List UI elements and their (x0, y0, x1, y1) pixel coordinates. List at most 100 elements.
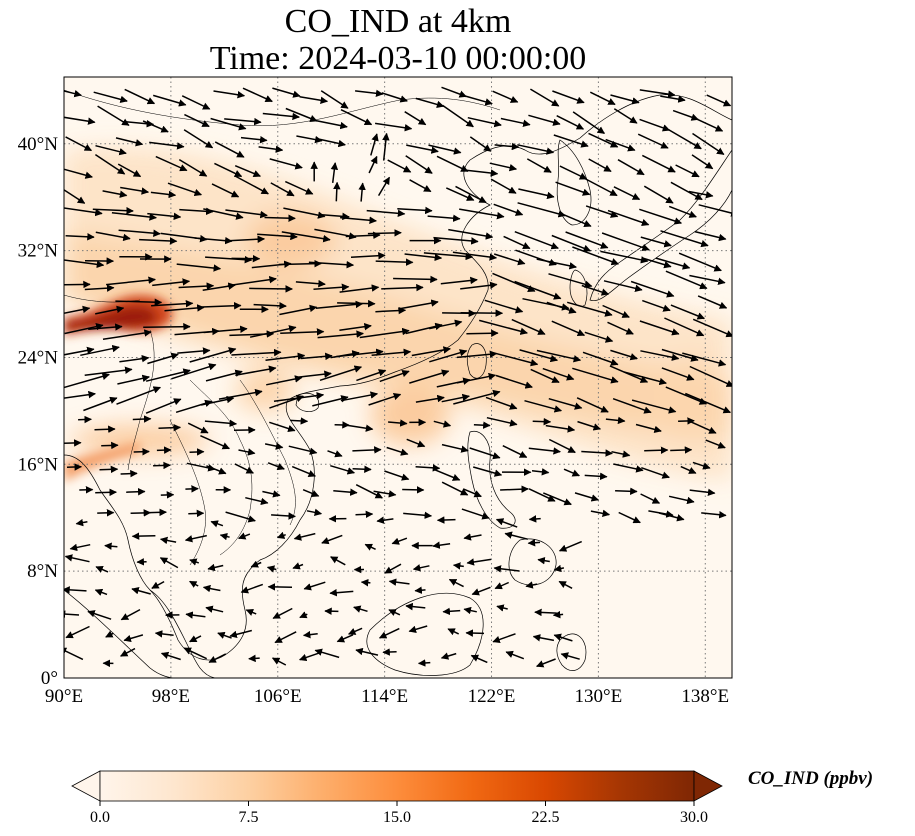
wind-arrow (64, 372, 110, 389)
wind-arrow (88, 323, 123, 331)
wind-arrow (623, 371, 667, 386)
wind-arrow (705, 439, 726, 449)
wind-arrow (266, 565, 277, 573)
wind-arrow (320, 90, 349, 109)
wind-arrow (448, 578, 464, 588)
border-vietnam (239, 379, 296, 526)
wind-arrow (279, 304, 318, 316)
wind-arrow (64, 554, 90, 563)
colorbar-tick-label: 22.5 (532, 809, 560, 826)
wind-arrow (171, 363, 217, 380)
wind-arrow (469, 136, 492, 152)
concentration-field (64, 146, 732, 482)
wind-arrow (479, 319, 528, 335)
wind-arrow (572, 111, 606, 135)
wind-arrow (440, 276, 478, 285)
wind-arrow (415, 97, 445, 109)
wind-arrow (64, 89, 82, 98)
wind-arrow (465, 169, 499, 177)
lon-tick-label: 98°E (152, 686, 190, 707)
wind-arrow (382, 648, 397, 656)
coastline-sulawesi (556, 633, 587, 671)
wind-arrow (528, 114, 561, 126)
wind-arrow (436, 155, 469, 172)
wind-arrow (551, 320, 586, 337)
colorbar: 0.0 7.5 15.0 22.5 30.0 (71, 770, 723, 826)
wind-arrow (330, 464, 356, 475)
wind-arrow (495, 374, 533, 389)
wind-arrow (143, 322, 191, 331)
wind-arrow (340, 391, 379, 402)
wind-arrow (466, 329, 499, 337)
wind-arrow (333, 488, 358, 496)
wind-arrow (373, 490, 397, 498)
wind-arrow (179, 207, 214, 216)
wind-arrow (398, 299, 439, 310)
wind-arrow (405, 602, 426, 611)
wind-arrow (64, 610, 80, 618)
wind-arrow (429, 349, 468, 363)
wind-arrow (117, 163, 142, 178)
wind-arrow (94, 153, 126, 175)
wind-arrow (203, 208, 244, 220)
wind-arrow (317, 330, 364, 339)
wind-arrow (185, 485, 199, 493)
wind-arrow (493, 352, 539, 367)
wind-arrow (555, 181, 591, 196)
wind-arrow (375, 258, 414, 266)
wind-arrow (131, 587, 151, 595)
wind-arrow (588, 132, 619, 148)
wind-arrow (276, 531, 286, 539)
wind-arrow (210, 117, 247, 131)
wind-arrow (601, 232, 650, 252)
wind-arrow (350, 252, 386, 260)
wind-arrow (264, 214, 296, 222)
wind-arrow (553, 633, 573, 642)
wind-arrow (293, 532, 316, 541)
wind-arrow (355, 647, 379, 656)
wind-arrow (528, 515, 541, 523)
wind-arrow (371, 348, 412, 357)
wind-arrow (664, 317, 705, 337)
wind-arrow (355, 484, 383, 499)
wind-arrow (64, 647, 84, 661)
wind-arrow (302, 489, 320, 497)
wind-arrow (290, 417, 309, 425)
wind-arrow (126, 488, 146, 496)
wind-arrow (563, 468, 580, 477)
wind-arrow (269, 421, 296, 433)
wind-arrow (490, 178, 517, 194)
wind-arrow (566, 301, 613, 317)
wind-arrow (302, 630, 318, 639)
wind-arrow (78, 415, 92, 424)
wind-arrow (548, 438, 576, 454)
wind-arrow (156, 446, 172, 454)
wind-arrow (188, 509, 205, 518)
wind-arrow (214, 141, 245, 158)
wind-arrow (469, 447, 501, 460)
wind-arrow (387, 159, 412, 173)
wind-arrow (219, 532, 230, 541)
wind-arrow (145, 508, 167, 517)
wind-arrow (689, 274, 726, 286)
wind-arrow (245, 608, 257, 616)
wind-arrow (697, 295, 728, 309)
wind-arrow (463, 488, 482, 498)
wind-arrow (463, 533, 482, 541)
longitude-tick-labels: 90°E 98°E 106°E 114°E 122°E 130°E 138°E (45, 686, 729, 707)
wind-arrow (352, 446, 382, 454)
wind-arrow (470, 654, 488, 664)
wind-arrow (682, 352, 727, 367)
wind-arrow (565, 231, 609, 249)
wind-arrow (685, 392, 731, 414)
wind-arrow (640, 236, 672, 248)
wind-arrow (153, 461, 171, 470)
wind-arrow (548, 397, 583, 410)
wind-arrow (355, 89, 384, 98)
wind-arrow (178, 282, 215, 290)
wind-arrow (514, 230, 559, 250)
wind-arrow (536, 658, 556, 668)
wind-arrow (572, 367, 619, 384)
wind-arrow (234, 165, 261, 178)
wind-arrow (315, 137, 346, 148)
